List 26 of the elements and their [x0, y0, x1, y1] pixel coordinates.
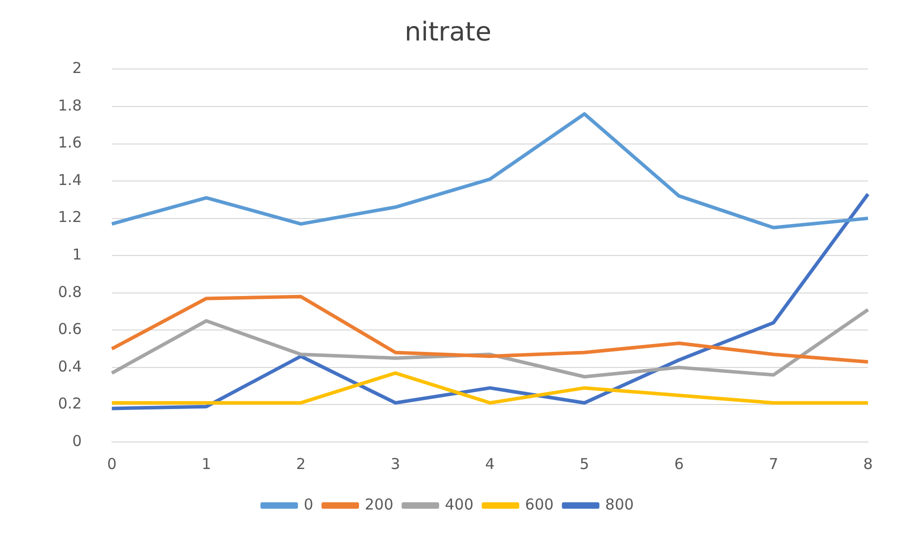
- x-tick-label: 1: [202, 454, 212, 473]
- y-tick-label: 0.8: [58, 282, 82, 301]
- y-tick-label: 0.4: [58, 357, 82, 376]
- x-tick-label: 2: [296, 454, 306, 473]
- x-tick-label: 4: [485, 454, 495, 473]
- x-tick-label: 5: [580, 454, 590, 473]
- y-tick-label: 0.2: [58, 394, 82, 413]
- y-tick-label: 1.8: [58, 96, 82, 114]
- x-tick-label: 0: [107, 454, 117, 473]
- x-tick-label: 6: [674, 454, 684, 473]
- y-tick-label: 0: [72, 432, 82, 450]
- legend-label: 600: [525, 495, 554, 514]
- y-tick-label: 1.4: [58, 170, 82, 189]
- legend-label: 200: [364, 495, 394, 514]
- y-tick-label: 1.6: [58, 134, 82, 152]
- legend-label: 0: [304, 495, 314, 514]
- x-tick-label: 7: [768, 454, 778, 473]
- legend-label: 800: [605, 495, 634, 514]
- y-tick-label: 2: [72, 59, 82, 78]
- y-tick-label: 0.6: [58, 320, 82, 338]
- chart-title: nitrate: [404, 17, 492, 48]
- y-tick-label: 1: [72, 245, 82, 264]
- x-tick-label: 3: [390, 454, 400, 473]
- legend-label: 400: [444, 495, 474, 514]
- y-tick-label: 1.2: [58, 208, 82, 226]
- x-tick-label: 8: [863, 454, 873, 473]
